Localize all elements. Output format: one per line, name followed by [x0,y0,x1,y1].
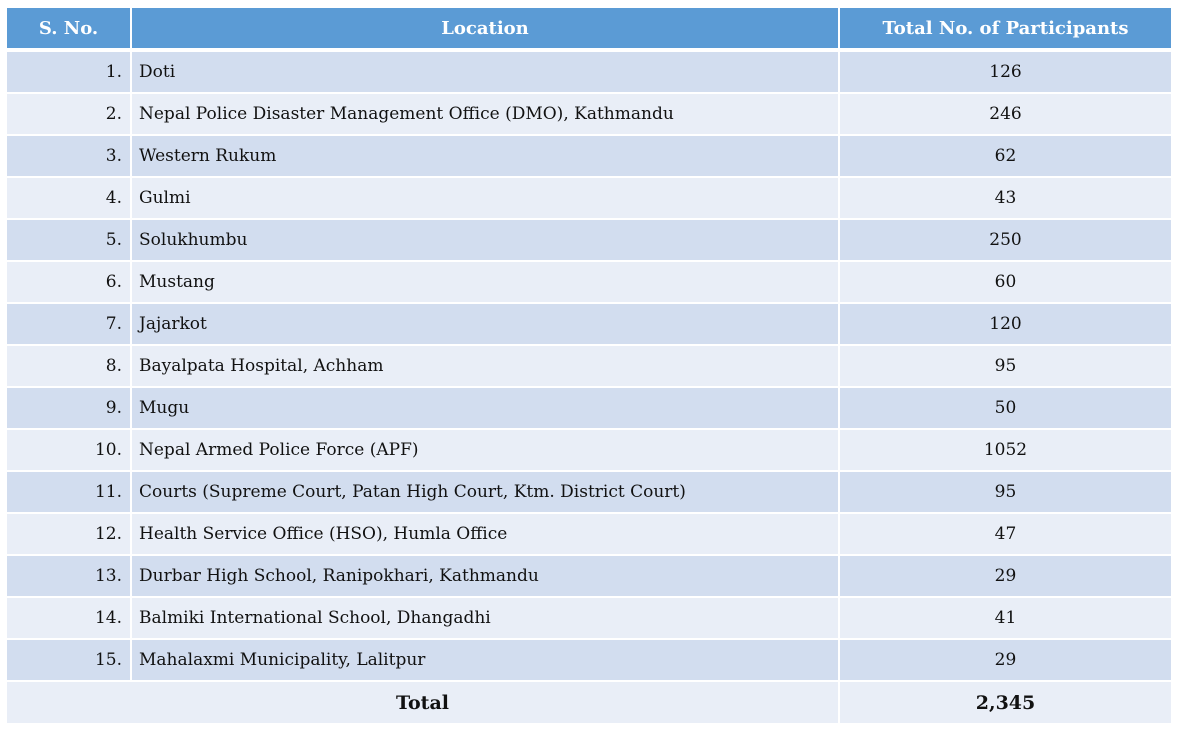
row-location: Bayalpata Hospital, Achham [132,346,840,388]
row-sno: 9. [7,388,132,430]
row-sno: 3. [7,136,132,178]
row-sno: 5. [7,220,132,262]
row-participants: 41 [840,598,1171,640]
participants-table: S. No. Location Total No. of Participant… [7,8,1171,725]
row-location: Solukhumbu [132,220,840,262]
header-location: Location [132,8,840,52]
row-location: Nepal Armed Police Force (APF) [132,430,840,472]
table-row: 7. Jajarkot 120 [7,304,1171,346]
row-participants: 246 [840,94,1171,136]
table-row: 4. Gulmi 43 [7,178,1171,220]
table-row: 14. Balmiki International School, Dhangad… [7,598,1171,640]
total-value: 2,345 [840,682,1171,725]
row-sno: 10. [7,430,132,472]
row-sno: 4. [7,178,132,220]
table-row: 15. Mahalaxmi Municipality, Lalitpur 29 [7,640,1171,682]
row-participants: 29 [840,556,1171,598]
row-location: Gulmi [132,178,840,220]
row-sno: 8. [7,346,132,388]
table-row: 6. Mustang 60 [7,262,1171,304]
table-row: 9. Mugu 50 [7,388,1171,430]
row-location: Durbar High School, Ranipokhari, Kathman… [132,556,840,598]
row-location: Mahalaxmi Municipality, Lalitpur [132,640,840,682]
row-participants: 60 [840,262,1171,304]
row-location: Courts (Supreme Court, Patan High Court,… [132,472,840,514]
row-sno: 12. [7,514,132,556]
header-sno: S. No. [7,8,132,52]
row-location: Health Service Office (HSO), Humla Offic… [132,514,840,556]
row-sno: 14. [7,598,132,640]
table-row: 12. Health Service Office (HSO), Humla Of… [7,514,1171,556]
row-location: Nepal Police Disaster Management Office … [132,94,840,136]
table-row: 10. Nepal Armed Police Force (APF) 1052 [7,430,1171,472]
table-row: 8. Bayalpata Hospital, Achham 95 [7,346,1171,388]
row-participants: 95 [840,346,1171,388]
table-row: 13. Durbar High School, Ranipokhari, Kath… [7,556,1171,598]
row-sno: 7. [7,304,132,346]
table-row: 5. Solukhumbu 250 [7,220,1171,262]
row-participants: 126 [840,52,1171,94]
table-row: 3. Western Rukum 62 [7,136,1171,178]
row-participants: 120 [840,304,1171,346]
row-location: Western Rukum [132,136,840,178]
row-participants: 62 [840,136,1171,178]
row-location: Jajarkot [132,304,840,346]
table-row: 2. Nepal Police Disaster Management Offic… [7,94,1171,136]
header-row: S. No. Location Total No. of Participant… [7,8,1171,52]
total-row: Total 2,345 [7,682,1171,725]
row-location: Mugu [132,388,840,430]
row-sno: 2. [7,94,132,136]
table-row: 11. Courts (Supreme Court, Patan High Cou… [7,472,1171,514]
row-participants: 29 [840,640,1171,682]
row-sno: 6. [7,262,132,304]
row-location: Doti [132,52,840,94]
table-body: 1. Doti 126 2. Nepal Police Disaster Managem… [7,52,1171,682]
row-participants: 47 [840,514,1171,556]
row-location: Balmiki International School, Dhangadhi [132,598,840,640]
header-total: Total No. of Participants [840,8,1171,52]
row-participants: 95 [840,472,1171,514]
row-sno: 15. [7,640,132,682]
row-participants: 250 [840,220,1171,262]
row-sno: 1. [7,52,132,94]
total-label: Total [7,682,840,725]
row-participants: 43 [840,178,1171,220]
row-location: Mustang [132,262,840,304]
row-participants: 50 [840,388,1171,430]
table-row: 1. Doti 126 [7,52,1171,94]
row-sno: 13. [7,556,132,598]
row-sno: 11. [7,472,132,514]
row-participants: 1052 [840,430,1171,472]
